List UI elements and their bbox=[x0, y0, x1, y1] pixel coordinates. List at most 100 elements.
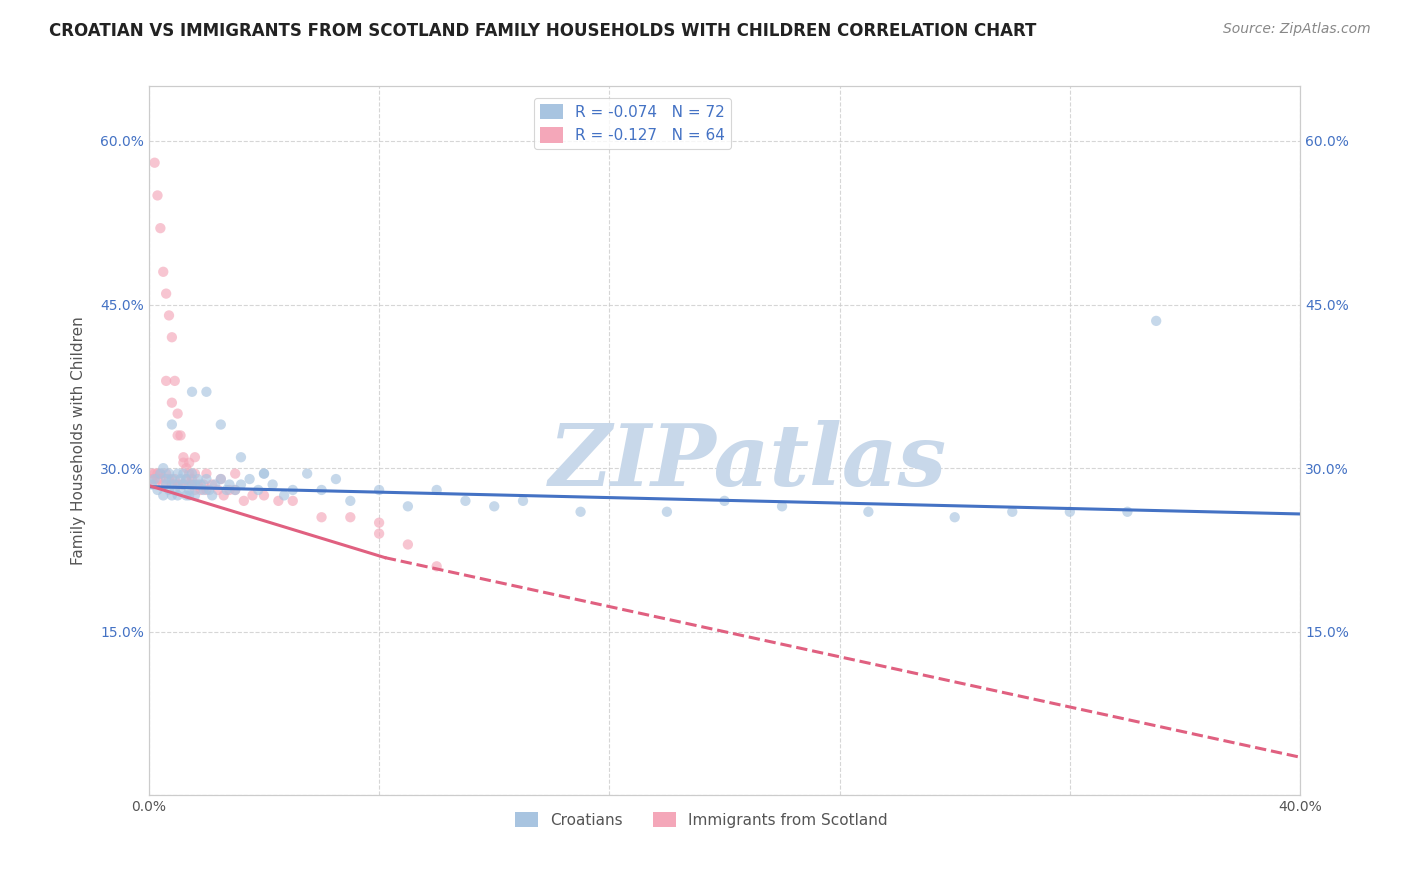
Point bbox=[143, 467, 166, 481]
Text: Source: ZipAtlas.com: Source: ZipAtlas.com bbox=[1223, 22, 1371, 37]
Point bbox=[172, 477, 194, 491]
Point bbox=[1059, 505, 1081, 519]
Point bbox=[181, 477, 204, 491]
Point bbox=[141, 472, 163, 486]
Point bbox=[212, 488, 235, 502]
Point bbox=[181, 477, 204, 491]
Point bbox=[146, 467, 169, 481]
Point bbox=[368, 483, 391, 497]
Point bbox=[143, 477, 166, 491]
Point bbox=[1001, 505, 1024, 519]
Point bbox=[155, 286, 177, 301]
Point bbox=[146, 188, 169, 202]
Point bbox=[569, 505, 592, 519]
Point bbox=[155, 467, 177, 481]
Point bbox=[484, 500, 506, 514]
Point bbox=[273, 488, 295, 502]
Point bbox=[218, 483, 240, 497]
Point bbox=[253, 488, 276, 502]
Point bbox=[195, 472, 218, 486]
Point bbox=[195, 384, 218, 399]
Point bbox=[1116, 505, 1139, 519]
Point bbox=[232, 494, 254, 508]
Point bbox=[141, 467, 163, 481]
Point bbox=[174, 472, 197, 486]
Point bbox=[149, 467, 172, 481]
Point bbox=[224, 467, 246, 481]
Point bbox=[325, 472, 347, 486]
Point bbox=[172, 456, 194, 470]
Point bbox=[166, 428, 188, 442]
Text: ZIPatlas: ZIPatlas bbox=[548, 420, 946, 504]
Point bbox=[943, 510, 966, 524]
Legend: Croatians, Immigrants from Scotland: Croatians, Immigrants from Scotland bbox=[509, 805, 894, 834]
Point bbox=[198, 483, 221, 497]
Point bbox=[193, 483, 215, 497]
Point bbox=[149, 472, 172, 486]
Point bbox=[201, 488, 224, 502]
Point bbox=[281, 494, 304, 508]
Point bbox=[454, 494, 477, 508]
Point bbox=[229, 450, 252, 465]
Point bbox=[160, 417, 183, 432]
Point bbox=[184, 467, 207, 481]
Point bbox=[253, 467, 276, 481]
Point bbox=[166, 467, 188, 481]
Point bbox=[169, 483, 191, 497]
Point bbox=[179, 488, 201, 502]
Point bbox=[174, 472, 197, 486]
Point bbox=[512, 494, 534, 508]
Point bbox=[169, 477, 191, 491]
Point bbox=[184, 488, 207, 502]
Point bbox=[311, 510, 333, 524]
Point bbox=[195, 483, 218, 497]
Point bbox=[858, 505, 880, 519]
Point bbox=[262, 477, 284, 491]
Point bbox=[160, 395, 183, 409]
Point bbox=[187, 477, 209, 491]
Point bbox=[253, 467, 276, 481]
Point bbox=[239, 472, 262, 486]
Point bbox=[143, 472, 166, 486]
Point bbox=[295, 467, 318, 481]
Point bbox=[215, 483, 238, 497]
Point bbox=[152, 477, 174, 491]
Point bbox=[224, 483, 246, 497]
Point bbox=[157, 472, 180, 486]
Point bbox=[160, 472, 183, 486]
Y-axis label: Family Households with Children: Family Households with Children bbox=[72, 317, 86, 566]
Point bbox=[311, 483, 333, 497]
Point bbox=[204, 477, 226, 491]
Point bbox=[368, 516, 391, 530]
Point bbox=[181, 472, 204, 486]
Point bbox=[1144, 314, 1167, 328]
Point bbox=[163, 472, 186, 486]
Point bbox=[160, 477, 183, 491]
Point bbox=[184, 483, 207, 497]
Text: CROATIAN VS IMMIGRANTS FROM SCOTLAND FAMILY HOUSEHOLDS WITH CHILDREN CORRELATION: CROATIAN VS IMMIGRANTS FROM SCOTLAND FAM… bbox=[49, 22, 1036, 40]
Point bbox=[174, 461, 197, 475]
Point bbox=[193, 477, 215, 491]
Point bbox=[172, 450, 194, 465]
Point bbox=[224, 483, 246, 497]
Point bbox=[157, 309, 180, 323]
Point bbox=[146, 483, 169, 497]
Point bbox=[169, 472, 191, 486]
Point bbox=[187, 472, 209, 486]
Point bbox=[655, 505, 678, 519]
Point bbox=[152, 488, 174, 502]
Point bbox=[166, 477, 188, 491]
Point bbox=[209, 472, 232, 486]
Point bbox=[179, 467, 201, 481]
Point bbox=[209, 472, 232, 486]
Point bbox=[368, 526, 391, 541]
Point bbox=[160, 330, 183, 344]
Point bbox=[157, 467, 180, 481]
Point bbox=[160, 488, 183, 502]
Point bbox=[146, 472, 169, 486]
Point bbox=[179, 483, 201, 497]
Point bbox=[181, 384, 204, 399]
Point bbox=[426, 559, 449, 574]
Point bbox=[184, 450, 207, 465]
Point bbox=[229, 477, 252, 491]
